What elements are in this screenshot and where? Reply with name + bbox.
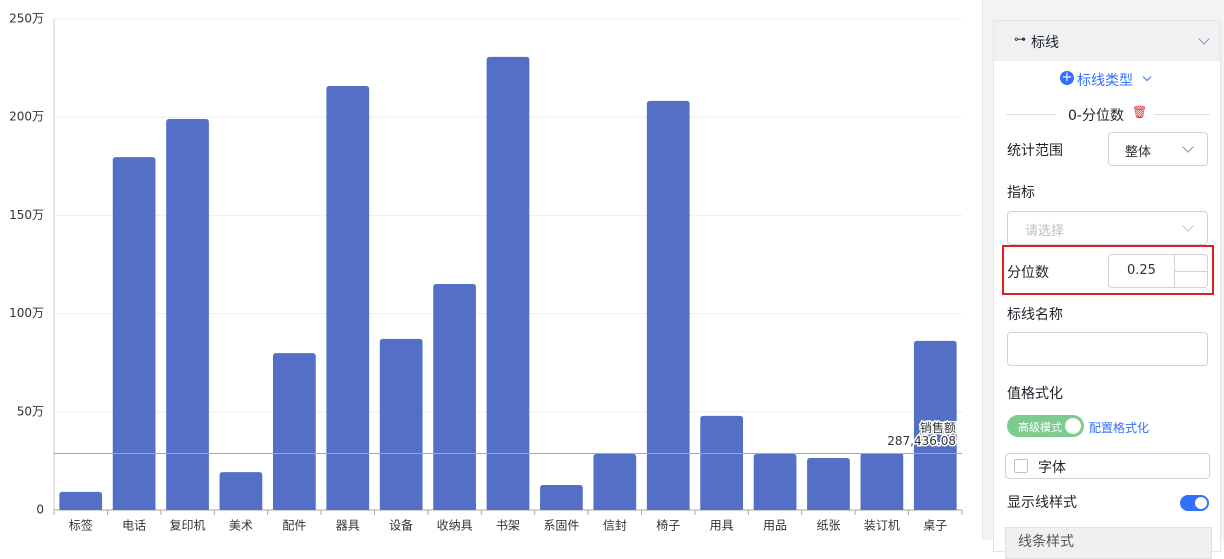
- section-header[interactable]: [994, 21, 1220, 61]
- reference-name: 销售额: [920, 420, 956, 435]
- bar: [646, 100, 690, 510]
- x-tick-label: 书架: [496, 519, 520, 533]
- x-tick-label: 纸张: [816, 519, 840, 533]
- x-tick-label: 用品: [763, 519, 787, 533]
- icon: ⊶: [1014, 32, 1026, 46]
- bar: [593, 454, 637, 510]
- bar: [166, 118, 209, 511]
- bar: [59, 491, 103, 510]
- font-row: [1005, 453, 1210, 479]
- checkbox-label: 字体: [1038, 460, 1066, 476]
- x-tick-label: 桌子: [923, 519, 947, 533]
- y-tick-label: 0: [36, 503, 44, 517]
- settings-card: ⊶ 标线 + 标线类型 0-分位数 🗑 统计范围 整体 指标 请选择 分位数 0…: [993, 20, 1221, 559]
- y-tick-label: 200万: [9, 110, 44, 124]
- section-title: 标线: [1031, 35, 1059, 51]
- x-tick-label: 复印机: [170, 519, 206, 533]
- divider: [1006, 114, 1056, 115]
- x-tick-label: 系固件: [543, 519, 579, 533]
- x-tick-label: 器具: [336, 519, 360, 533]
- name-input[interactable]: [1007, 332, 1208, 366]
- bar: [272, 353, 316, 510]
- line-title: 0-分位数: [1068, 108, 1124, 124]
- x-tick-label: 配件: [282, 519, 306, 533]
- field-label: 显示线样式: [1007, 495, 1077, 511]
- bar: [219, 472, 263, 510]
- bar: [860, 453, 904, 510]
- metric-select[interactable]: 请选择: [1007, 211, 1208, 245]
- format-link[interactable]: 配置格式化: [1089, 421, 1150, 435]
- divider: [1154, 114, 1210, 115]
- settings-panel: ⊶ 标线 + 标线类型 0-分位数 🗑 统计范围 整体 指标 请选择 分位数 0…: [982, 0, 1224, 559]
- x-tick-label: 信封: [603, 519, 627, 533]
- x-tick-label: 美术: [229, 519, 253, 533]
- bar: [913, 340, 957, 510]
- field-label: 标线名称: [1007, 307, 1063, 323]
- bar: [486, 56, 530, 510]
- checkbox[interactable]: [1014, 459, 1028, 473]
- field-label: 分位数: [1007, 265, 1049, 281]
- x-tick-label: 用具: [710, 519, 734, 533]
- field-label: 指标: [1007, 185, 1035, 201]
- toggle-label: 高级模式: [1018, 421, 1062, 434]
- toggle-knob: [1195, 497, 1207, 509]
- add-icon[interactable]: +: [1060, 70, 1074, 85]
- y-tick-label: 250万: [9, 12, 44, 26]
- field-label: 统计范围: [1007, 143, 1063, 159]
- bar: [379, 338, 423, 510]
- field-label: 值格式化: [1007, 386, 1063, 402]
- page: 0 50万 100万 150万 200万 250万标签 电话 复印机 美术 配件 器具 设备 收纳具 书架…: [9, 0, 1224, 559]
- format-toggle[interactable]: [1007, 415, 1084, 437]
- y-tick-label: 150万: [9, 208, 44, 222]
- section-title: 线条样式: [1018, 534, 1074, 550]
- bar: [326, 85, 370, 510]
- reference-value: 287,436.08: [887, 434, 956, 448]
- x-tick-label: 标签: [69, 518, 93, 533]
- bar: [700, 415, 744, 510]
- y-tick-label: 50万: [17, 404, 44, 418]
- x-tick-label: 电话: [122, 519, 146, 533]
- dropdown-icon: [1142, 72, 1152, 82]
- x-tick-label: 椅子: [656, 519, 680, 533]
- bar: [112, 157, 156, 510]
- range-select[interactable]: 整体: [1108, 132, 1208, 166]
- x-tick-label: 收纳具: [437, 519, 473, 533]
- toggle-knob: [1065, 418, 1081, 434]
- x-tick-label: 设备: [389, 519, 413, 533]
- delete-icon[interactable]: 🗑: [1132, 105, 1148, 119]
- bar: [540, 485, 583, 510]
- bar: [807, 457, 850, 510]
- stepper-divider: [1174, 271, 1207, 272]
- x-tick-label: 装订机: [864, 519, 900, 533]
- highlight-box: [1002, 245, 1214, 295]
- bar: [753, 454, 797, 510]
- add-line-button[interactable]: 标线类型: [1077, 73, 1133, 89]
- bar: [433, 283, 476, 510]
- y-tick-label: 100万: [9, 306, 44, 320]
